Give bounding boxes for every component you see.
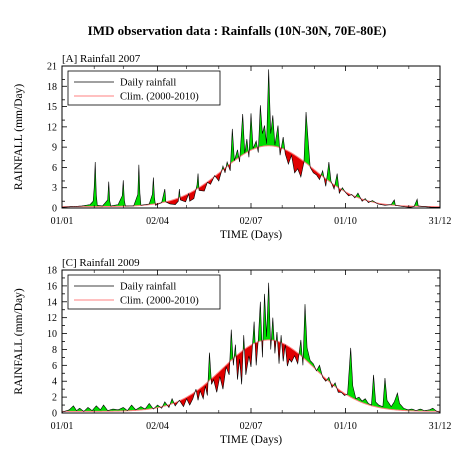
legend-entry-daily: Daily rainfall xyxy=(120,282,176,293)
y-tick-label: 4 xyxy=(52,377,57,388)
above-climatology-fill xyxy=(62,69,440,207)
x-tick-label: 01/10 xyxy=(334,216,357,227)
x-tick-label: 01/01 xyxy=(51,421,74,432)
y-tick-label: 16 xyxy=(47,281,57,292)
y-tick-label: 18 xyxy=(47,266,57,277)
y-tick-label: 12 xyxy=(47,122,57,133)
panel-label: [C] Rainfall 2009 xyxy=(62,257,140,269)
x-tick-label: 31/12 xyxy=(429,216,452,227)
y-tick-label: 21 xyxy=(47,62,57,73)
y-tick-label: 15 xyxy=(47,102,57,113)
panel-label: [A] Rainfall 2007 xyxy=(62,53,141,65)
y-tick-label: 9 xyxy=(52,143,57,154)
y-tick-label: 0 xyxy=(52,204,57,215)
x-axis-label: TIME (Days) xyxy=(220,434,282,446)
below-climatology-fill xyxy=(62,339,440,413)
climatology-line xyxy=(62,339,440,412)
y-tick-label: 6 xyxy=(52,361,57,372)
y-tick-label: 8 xyxy=(52,345,57,356)
legend: Daily rainfall Clim. (2000-2010) xyxy=(67,274,221,310)
panel-rainfall-2009: 0 2 4 6 8 10 12 14 16 18 01/01 02/04 02/07 01/10 31/12… xyxy=(13,257,451,446)
x-tick-label: 01/10 xyxy=(334,421,357,432)
legend-box xyxy=(67,274,221,310)
x-tick-label: 31/12 xyxy=(429,421,452,432)
x-tick-label: 01/01 xyxy=(51,216,74,227)
x-axis-label: TIME (Days) xyxy=(220,229,282,241)
daily-rainfall-line xyxy=(62,282,440,413)
y-tick-label: 12 xyxy=(47,313,57,324)
x-tick-label: 02/07 xyxy=(240,216,263,227)
y-tick-label: 18 xyxy=(47,82,57,93)
legend: Daily rainfall Clim. (2000-2010) xyxy=(67,70,221,106)
legend-entry-clim: Clim. (2000-2010) xyxy=(120,92,199,103)
y-axis-label: RAINFALL (mm/Day) xyxy=(13,288,25,395)
y-tick-label: 6 xyxy=(52,163,57,174)
figure-title: IMD observation data : Rainfalls (10N-30… xyxy=(88,23,387,38)
climatology-line xyxy=(62,145,440,208)
y-tick-label: 2 xyxy=(52,393,57,404)
x-tick-label: 02/04 xyxy=(146,216,169,227)
y-tick-label: 3 xyxy=(52,183,57,194)
x-tick-label: 02/04 xyxy=(146,421,169,432)
panel-rainfall-2007: 0 3 6 9 12 15 18 21 01/01 02/04 02/07 01/10 31/12 [A]… xyxy=(13,53,451,241)
legend-entry-daily: Daily rainfall xyxy=(120,78,176,89)
legend-entry-clim: Clim. (2000-2010) xyxy=(120,296,199,307)
daily-rainfall-line xyxy=(62,69,440,208)
y-axis-label: RAINFALL (mm/Day) xyxy=(13,84,25,191)
x-tick-label: 02/07 xyxy=(240,421,263,432)
y-tick-label: 14 xyxy=(47,297,57,308)
legend-box xyxy=(67,70,221,106)
y-tick-label: 0 xyxy=(52,409,57,420)
y-tick-label: 10 xyxy=(47,329,57,340)
